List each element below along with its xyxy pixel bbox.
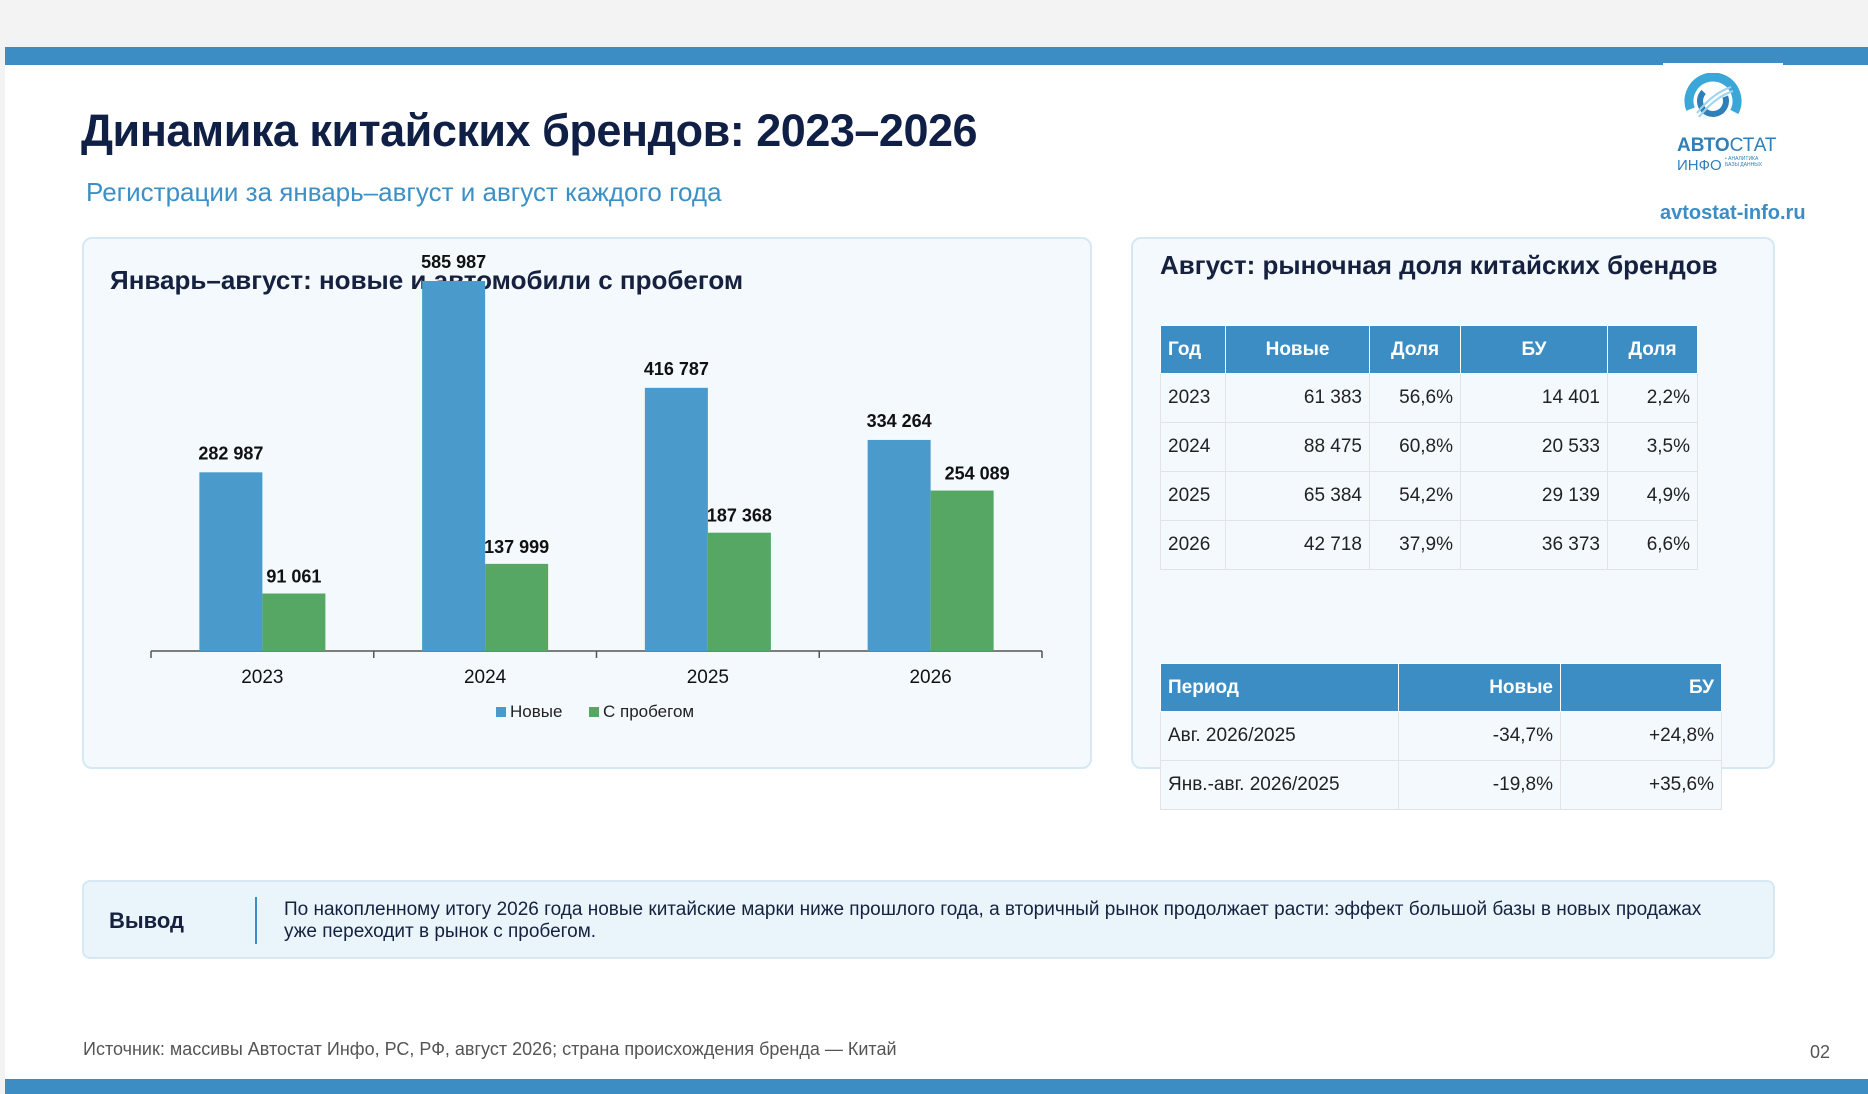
table-cell: 61 383 <box>1225 373 1370 423</box>
share-panel: Август: рыночная доля китайских брендов … <box>1131 237 1775 810</box>
table-cell: Янв.-авг. 2026/2025 <box>1160 760 1399 810</box>
table-cell: 4,9% <box>1607 471 1698 521</box>
logo-brand-line2: ИНФО <box>1677 157 1722 174</box>
data-label-new: 585 987 <box>421 252 486 272</box>
share-panel-title: Август: рыночная доля китайских брендов <box>1160 250 1718 280</box>
table-cell: 20 533 <box>1460 422 1608 472</box>
table-cell: 42 718 <box>1225 520 1370 570</box>
logo-tagline: • АНАЛИТИКА БАЗЫ ДАННЫХ <box>1725 156 1762 168</box>
header-cell-share-new: Доля <box>1369 325 1461 374</box>
header-cell-used: БУ <box>1560 663 1722 712</box>
conclusion-text: По накопленному итогу 2026 года новые ки… <box>284 899 1702 942</box>
table-cell: 14 401 <box>1460 373 1608 423</box>
bottom-accent-bar <box>5 1079 1868 1094</box>
table-row: Авг. 2026/2025 -34,7% +24,8% <box>1160 711 1722 761</box>
header-cell-share-used: Доля <box>1607 325 1698 374</box>
data-label-new: 334 264 <box>867 411 932 431</box>
table-cell: 36 373 <box>1460 520 1608 570</box>
table-cell: 37,9% <box>1369 520 1461 570</box>
bar-chart: 282 987 91 061 2023 585 987 137 999 2024 416 7… <box>150 252 1043 721</box>
period-table-header: Период Новые БУ <box>1160 663 1722 712</box>
share-table: Год Новые Доля БУ Доля 2023 61 383 56,6%… <box>1160 325 1698 570</box>
period-table: Период Новые БУ Авг. 2026/2025 -34,7% +2… <box>1160 663 1722 810</box>
conclusion-divider <box>255 897 257 944</box>
page-subtitle: Регистрации за январь–август и август ка… <box>86 177 722 207</box>
bar-new <box>644 387 708 651</box>
header-cell-new: Новые <box>1225 325 1370 374</box>
table-cell: 56,6% <box>1369 373 1461 423</box>
table-cell: 3,5% <box>1607 422 1698 472</box>
chart-panel: Январь–август: новые и автомобили с проб… <box>82 237 1092 769</box>
bar-used <box>262 593 326 651</box>
top-accent-bar <box>5 47 1868 65</box>
table-row: 2023 61 383 56,6% 14 401 2,2% <box>1160 373 1698 423</box>
bar-used <box>485 563 549 651</box>
header-cell-new: Новые <box>1398 663 1561 712</box>
table-cell: 60,8% <box>1369 422 1461 472</box>
table-cell: +24,8% <box>1560 711 1722 761</box>
legend-label-used: С пробегом <box>603 702 694 721</box>
x-tick-label: 2024 <box>464 667 507 688</box>
conclusion-label: Вывод <box>109 908 185 933</box>
page-title: Динамика китайских брендов: 2023–2026 <box>81 105 978 156</box>
bar-new <box>199 472 263 651</box>
bar-used <box>930 490 994 651</box>
brand-logo: АВТОСТАТ ИНФО • АНАЛИТИКА БАЗЫ ДАННЫХ <box>1663 63 1783 183</box>
data-label-new: 416 787 <box>644 359 709 379</box>
table-cell: +35,6% <box>1560 760 1722 810</box>
conclusion-box: Вывод По накопленному итогу 2026 года но… <box>82 880 1775 959</box>
data-label-used: 137 999 <box>484 537 549 557</box>
header-cell-year: Год <box>1160 325 1226 374</box>
bar-new <box>867 439 931 651</box>
table-cell: Авг. 2026/2025 <box>1160 711 1399 761</box>
legend-label-new: Новые <box>510 702 562 721</box>
table-row: 2025 65 384 54,2% 29 139 4,9% <box>1160 471 1698 521</box>
page-number: 02 <box>1810 1042 1831 1062</box>
table-row: 2024 88 475 60,8% 20 533 3,5% <box>1160 422 1698 472</box>
x-tick-label: 2025 <box>687 667 729 688</box>
data-label-used: 187 368 <box>707 506 772 526</box>
legend-swatch-used <box>589 707 599 717</box>
x-tick-label: 2023 <box>241 667 283 688</box>
table-cell: 54,2% <box>1369 471 1461 521</box>
table-cell: 88 475 <box>1225 422 1370 472</box>
header-cell-period: Период <box>1160 663 1399 712</box>
table-cell: 6,6% <box>1607 520 1698 570</box>
table-row: 2026 42 718 37,9% 36 373 6,6% <box>1160 520 1698 570</box>
slide: Динамика китайских брендов: 2023–2026 Ре… <box>5 47 1868 1094</box>
table-cell: 2026 <box>1160 520 1226 570</box>
table-cell: -34,7% <box>1398 711 1561 761</box>
logo-brand-text: АВТОСТАТ <box>1677 135 1777 156</box>
data-label-new: 282 987 <box>198 443 263 463</box>
x-tick-label: 2026 <box>909 667 951 688</box>
table-cell: 29 139 <box>1460 471 1608 521</box>
autostat-logo-icon <box>1684 73 1742 130</box>
header-cell-used: БУ <box>1460 325 1608 374</box>
bar-used <box>707 532 771 651</box>
bar-new <box>422 281 486 651</box>
data-label-used: 254 089 <box>945 464 1010 484</box>
table-cell: 2023 <box>1160 373 1226 423</box>
legend-swatch-new <box>496 707 506 717</box>
data-label-used: 91 061 <box>266 567 321 587</box>
site-link[interactable]: avtostat-info.ru <box>1660 202 1806 224</box>
table-cell: 2024 <box>1160 422 1226 472</box>
table-cell: 65 384 <box>1225 471 1370 521</box>
table-row: Янв.-авг. 2026/2025 -19,8% +35,6% <box>1160 760 1722 810</box>
share-table-header: Год Новые Доля БУ Доля <box>1160 325 1698 374</box>
table-cell: 2,2% <box>1607 373 1698 423</box>
table-cell: 2025 <box>1160 471 1226 521</box>
source-note: Источник: массивы Автостат Инфо, РС, РФ,… <box>83 1039 897 1059</box>
table-cell: -19,8% <box>1398 760 1561 810</box>
